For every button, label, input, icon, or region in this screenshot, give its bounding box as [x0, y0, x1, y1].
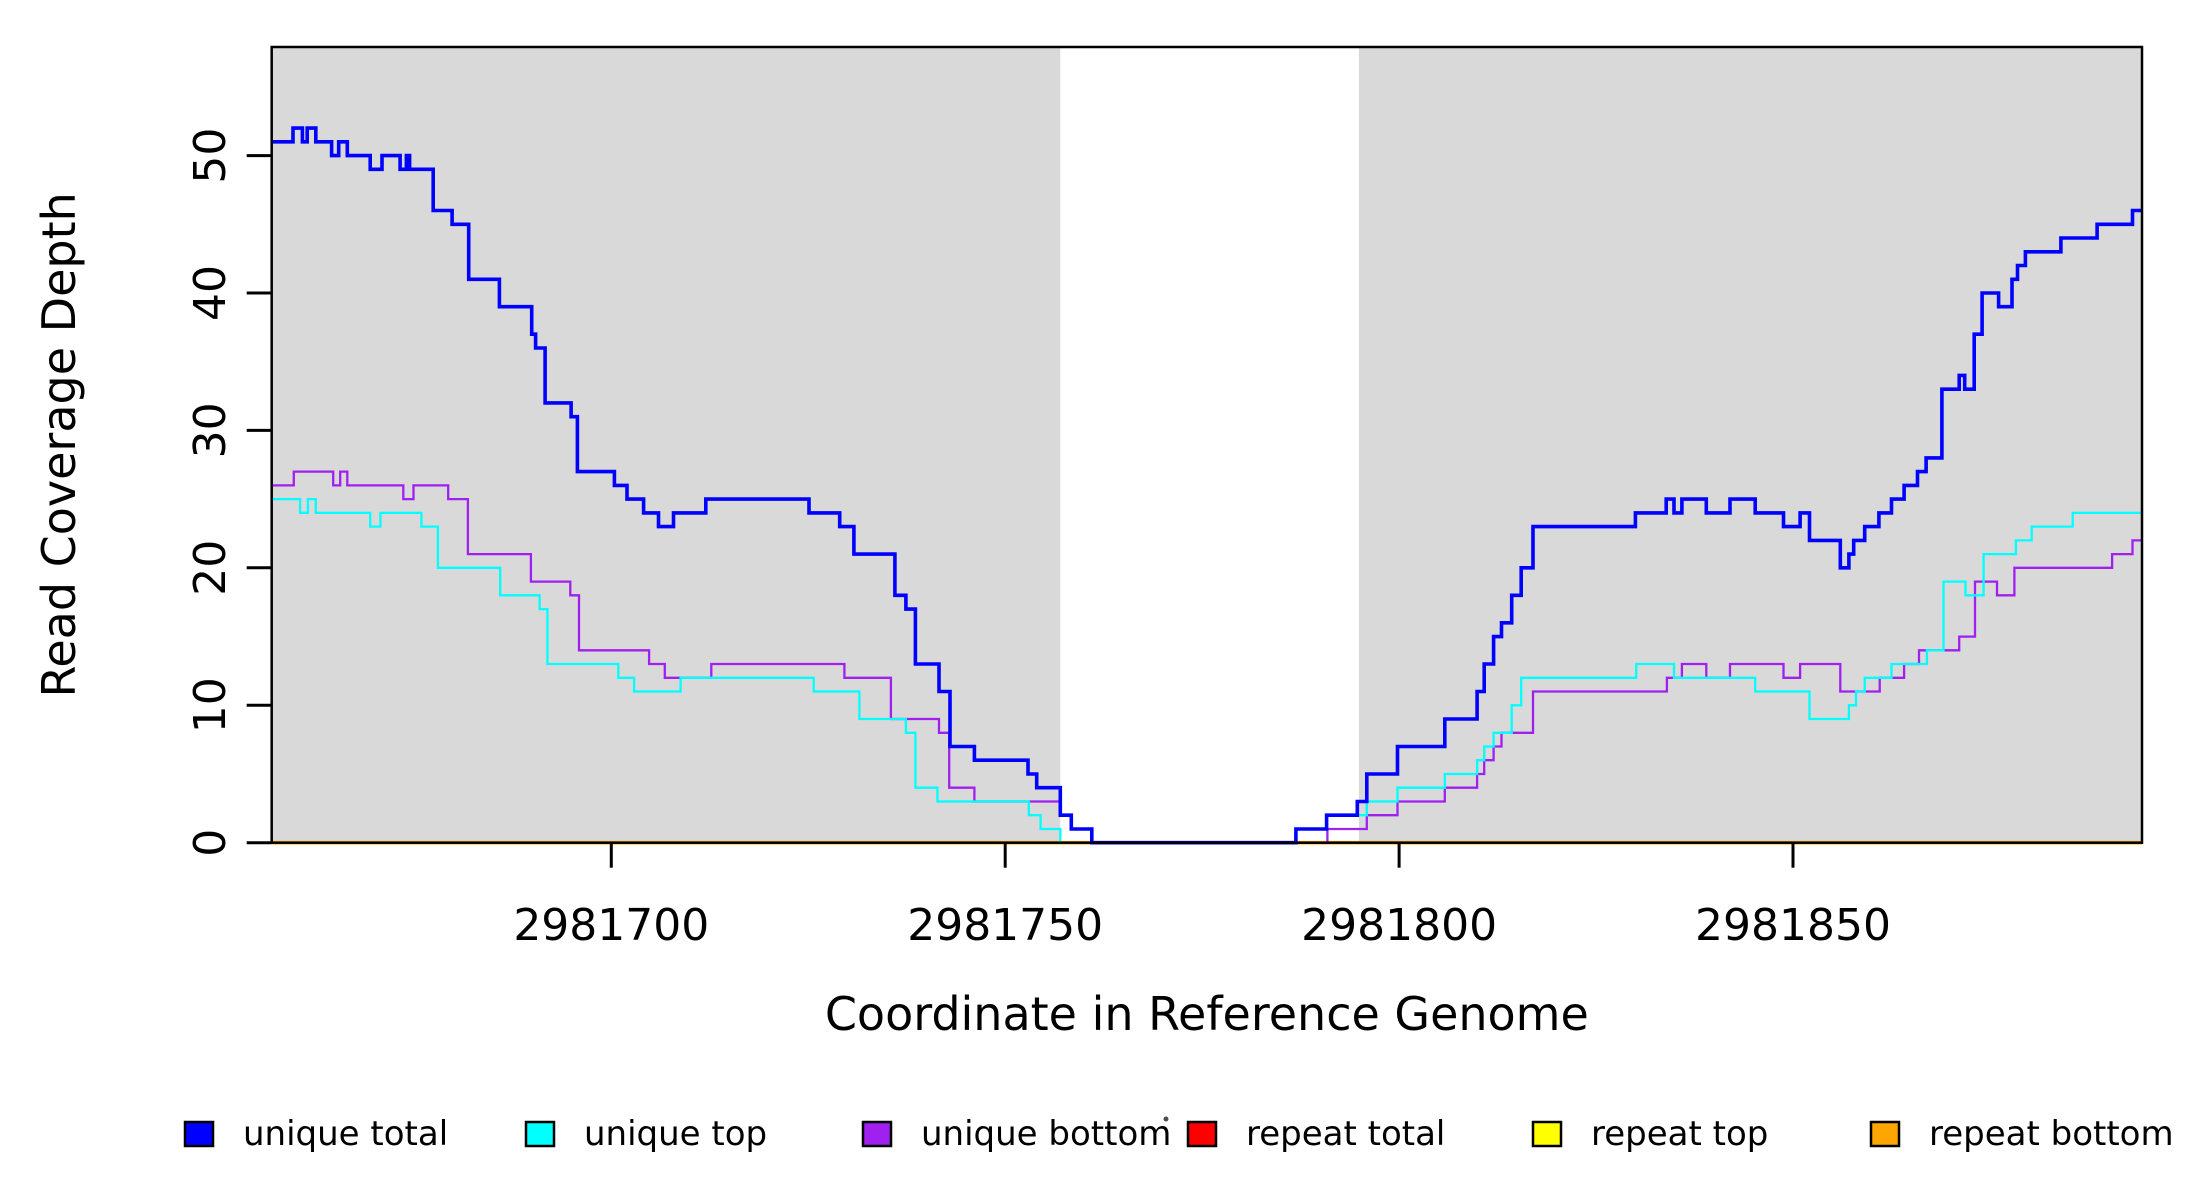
shaded-region-1 — [1358, 47, 2142, 843]
series-line-unique-bottom — [272, 470, 2142, 844]
stray-dot — [1163, 1116, 1169, 1122]
legend-label: repeat bottom — [1929, 1114, 2174, 1154]
legend-label: unique bottom — [921, 1114, 1171, 1154]
legend-swatch-unique-top — [524, 1120, 556, 1148]
shaded-region-0 — [271, 47, 1061, 843]
x-tick-label: 2981750 — [907, 900, 1103, 951]
legend-item-unique-total: unique total — [183, 1114, 448, 1154]
y-tick-label: 50 — [185, 128, 236, 184]
legend-swatch-unique-total — [183, 1120, 215, 1148]
legend-swatch-unique-bottom — [861, 1120, 893, 1148]
legend-item-unique-top: unique top — [524, 1114, 767, 1154]
legend-label: unique top — [584, 1114, 767, 1154]
y-tick-label: 20 — [185, 540, 236, 596]
legend-label: unique total — [243, 1114, 448, 1154]
legend-item-repeat-bottom: repeat bottom — [1869, 1114, 2174, 1154]
legend-item-unique-bottom: unique bottom — [861, 1114, 1171, 1154]
x-axis: 2981700 2981750 2981800 2981850 Coordinate i… — [513, 842, 1891, 1041]
legend-label: repeat total — [1246, 1114, 1445, 1154]
y-tick-label: 10 — [185, 677, 236, 733]
legend-label: repeat top — [1591, 1114, 1768, 1154]
x-tick-label: 2981700 — [513, 900, 709, 951]
legend-swatch-repeat-bottom — [1869, 1120, 1901, 1148]
legend-item-repeat-top: repeat top — [1531, 1114, 1768, 1154]
plot-box — [270, 45, 2144, 844]
y-tick-label: 40 — [185, 265, 236, 321]
legend: unique total unique top unique bottom repea… — [183, 1114, 2174, 1154]
y-tick-label: 0 — [185, 829, 236, 857]
y-axis: 0 10 20 30 40 50 Read Coverage Depth — [32, 128, 272, 857]
y-tick-label: 30 — [185, 402, 236, 458]
x-axis-title: Coordinate in Reference Genome — [825, 987, 1589, 1041]
legend-swatch-repeat-total — [1186, 1120, 1218, 1148]
series-line-unique-total — [272, 126, 2142, 845]
x-tick-label: 2981800 — [1301, 900, 1497, 951]
x-tick-label: 2981850 — [1695, 900, 1891, 951]
y-axis-title: Read Coverage Depth — [32, 192, 86, 697]
legend-swatch-repeat-top — [1531, 1120, 1563, 1148]
legend-item-repeat-total: repeat total — [1186, 1114, 1445, 1154]
